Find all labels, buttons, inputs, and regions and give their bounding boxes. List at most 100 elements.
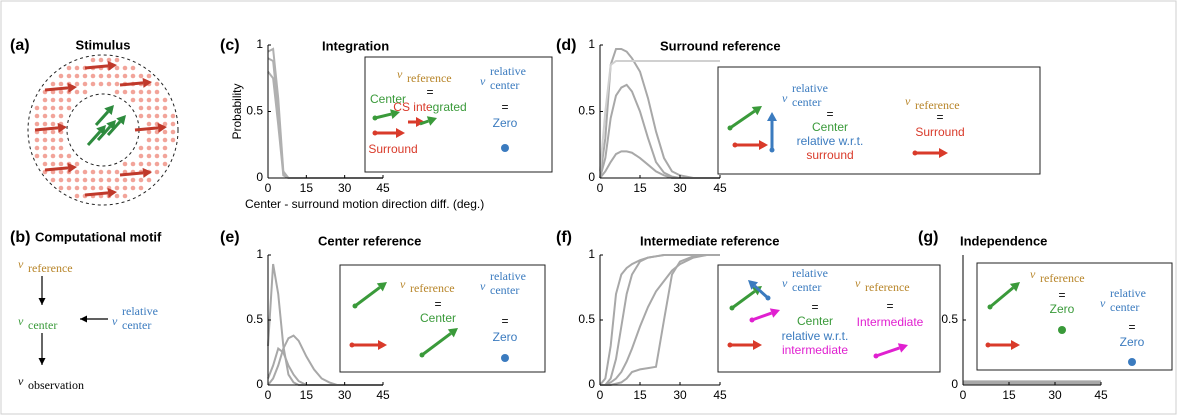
equals-sign: = [501, 314, 508, 328]
math-symbol: v [18, 374, 24, 388]
surround-dot [171, 138, 176, 143]
arrow-shaft [35, 128, 58, 130]
arrow-head [143, 168, 152, 178]
y-tick-label: 0 [588, 377, 595, 391]
math-symbol: v [400, 277, 406, 291]
x-tick-label: 30 [338, 181, 352, 195]
math-subscript: reference [28, 261, 73, 275]
surround-dot [107, 170, 112, 175]
label: Surround [368, 142, 417, 156]
surround-dot [115, 58, 120, 63]
surround-dot [99, 170, 104, 175]
surround-dot [99, 186, 104, 191]
label: Intermediate [857, 315, 924, 329]
arrow-head [143, 78, 152, 88]
equals-sign: = [826, 107, 833, 121]
surround-dot [163, 162, 168, 167]
surround-dot [43, 98, 48, 103]
surround-dot [155, 162, 160, 167]
surround-dot [99, 178, 104, 183]
math-symbol: v [1030, 267, 1036, 281]
x-tick-label: 30 [1048, 388, 1062, 402]
zero-dot [1058, 326, 1066, 334]
surround-dot [59, 114, 64, 119]
surround-dot [51, 138, 56, 143]
surround-dot [83, 74, 88, 79]
y-tick-label: 0.5 [578, 312, 595, 326]
surround-dot [147, 178, 152, 183]
surround-dot [123, 178, 128, 183]
surround-dot [67, 154, 72, 159]
panel-label: (c) [220, 37, 240, 54]
surround-dot [75, 194, 80, 199]
math-symbol: v [480, 279, 486, 293]
surround-dot [59, 178, 64, 183]
series-line [600, 255, 720, 385]
surround-dot [123, 74, 128, 79]
surround-dot [107, 82, 112, 87]
surround-dot [155, 106, 160, 111]
surround-dot [123, 162, 128, 167]
surround-dot [51, 122, 56, 127]
zero-dot [501, 144, 509, 152]
label: Zero [1050, 302, 1075, 316]
panel-title: Stimulus [76, 37, 131, 52]
surround-dot [115, 170, 120, 175]
surround-dot [171, 122, 176, 127]
y-axis-title: Probability [230, 83, 244, 139]
surround-dot [83, 178, 88, 183]
series-line [600, 255, 720, 385]
x-tick-label: 0 [597, 181, 604, 195]
surround-dot [91, 170, 96, 175]
math-symbol: v [782, 276, 788, 290]
y-tick-label: 0 [588, 170, 595, 184]
surround-dot [147, 114, 152, 119]
x-tick-label: 15 [300, 181, 314, 195]
surround-dot [155, 90, 160, 95]
math-subscript: center [490, 283, 519, 297]
arrow-origin [728, 126, 733, 131]
y-tick-label: 0.5 [246, 312, 263, 326]
surround-dot [155, 82, 160, 87]
math-subscript: reference [1040, 271, 1085, 285]
surround-dot [115, 74, 120, 79]
arrow-shaft [96, 112, 108, 125]
surround-dot [67, 74, 72, 79]
surround-dot [43, 162, 48, 167]
surround-dot [99, 74, 104, 79]
surround-dot [123, 194, 128, 199]
arrow-origin [750, 318, 755, 323]
math-symbol: v [18, 314, 24, 328]
arrow-origin [350, 343, 355, 348]
math-subscript: center [490, 78, 519, 92]
math-superscript: relative [1110, 286, 1146, 300]
surround-dot [59, 146, 64, 151]
y-tick-label: 1 [588, 37, 595, 51]
surround-dot [163, 98, 168, 103]
surround-dot [155, 170, 160, 175]
surround-dot [59, 170, 64, 175]
surround-dot [123, 186, 128, 191]
x-tick-label: 0 [265, 388, 272, 402]
zero-dot [501, 354, 509, 362]
math-symbol: v [855, 276, 861, 290]
surround-dot [163, 154, 168, 159]
surround-dot [91, 82, 96, 87]
motif-arrow-head [80, 316, 87, 323]
surround-dot [139, 146, 144, 151]
surround-dot [147, 98, 152, 103]
equals-sign: = [936, 110, 943, 124]
label: Center [797, 314, 833, 328]
surround-dot [51, 146, 56, 151]
arrow-origin [986, 343, 991, 348]
equals-sign: = [501, 100, 508, 114]
figure: (a)Stimulus(b)Computational motifvrefere… [0, 0, 1177, 415]
arrow-origin [766, 296, 771, 301]
surround-dot [35, 138, 40, 143]
surround-dot [67, 98, 72, 103]
surround-dot [59, 186, 64, 191]
x-tick-label: 45 [713, 388, 727, 402]
surround-dot [171, 130, 176, 135]
label: relative w.r.t. [782, 329, 849, 343]
x-tick-label: 15 [300, 388, 314, 402]
